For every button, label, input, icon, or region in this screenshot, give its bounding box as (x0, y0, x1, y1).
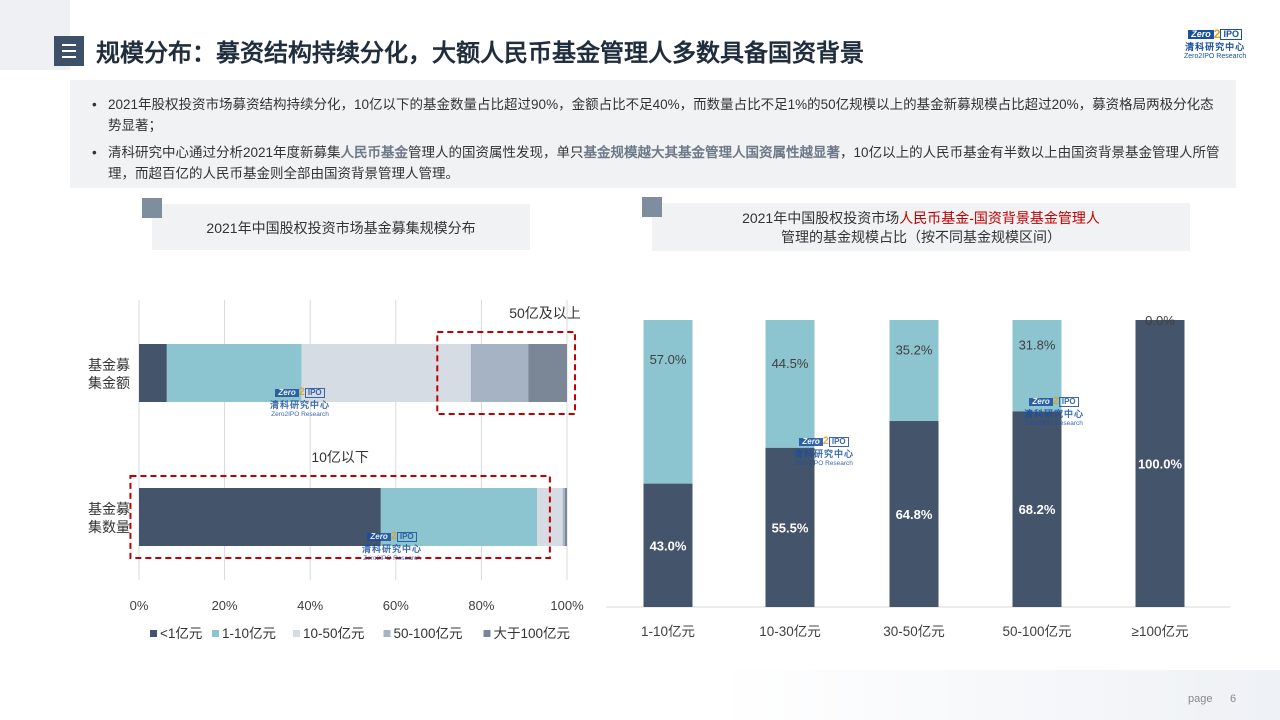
bullet-text: ，10亿以上的人民币基金有半数以上由国资背景基金管理人所管理，而超百亿的人民币基… (108, 145, 1220, 181)
right-chart-title-panel: 2021年中国股权投资市场人民币基金-国资背景基金管理人 管理的基金规模占比（按… (642, 197, 1190, 251)
x-tick-label: 10-30亿元 (759, 624, 821, 639)
watermark-logo: Zero 2 IPO 清科研究中心 Zero2IPO Research (794, 435, 855, 468)
data-label: 100.0% (1138, 457, 1183, 472)
x-tick-label: 20% (212, 598, 238, 613)
page-number: 6 (1230, 693, 1237, 705)
bar-segment (1135, 320, 1185, 607)
x-tick-label: 50-100亿元 (1002, 624, 1071, 639)
x-tick-label: 0% (130, 598, 149, 613)
bar-segment (889, 421, 939, 607)
square-icon (142, 198, 162, 218)
summary-bullets: • 2021年股权投资市场募资结构持续分化，10亿以下的基金数量占比超过90%，… (70, 80, 1236, 188)
bullet-item: • 清科研究中心通过分析2021年度新募集人民币基金管理人的国资属性发现，单只基… (92, 145, 1220, 181)
left-chart-title: 2021年中国股权投资市场基金募集规模分布 (206, 220, 476, 236)
x-tick-label: 30-50亿元 (883, 624, 945, 639)
bar-segment (470, 344, 529, 402)
fund-size-distribution-chart: 0% 20% 40% 60% 80% 100%基金募集金额基金募集数量50亿及以上10亿以… (88, 300, 584, 641)
bar-segment (643, 483, 693, 607)
legend-label: 大于100亿元 (494, 626, 571, 641)
x-tick-label: 1-10亿元 (641, 624, 695, 639)
bar-segment (301, 344, 471, 402)
watermark-logo: Zero 2 IPO 清科研究中心 Zero2IPO Research (362, 530, 423, 563)
x-tick-label: 60% (383, 598, 409, 613)
slide-title: 规模分布：募资结构持续分化，大额人民币基金管理人多数具备国资背景 (96, 40, 864, 67)
legend-label: 50-100亿元 (394, 626, 463, 641)
bar-segment (765, 320, 815, 448)
category-label: 基金募 (88, 357, 130, 373)
legend-swatch (383, 630, 391, 637)
footer-decoration (720, 670, 1280, 720)
data-label: 55.5% (772, 520, 809, 535)
bullet-item: • 2021年股权投资市场募资结构持续分化，10亿以下的基金数量占比超过90%，… (92, 97, 1214, 133)
x-tick-label: 100% (550, 598, 584, 613)
data-label: 43.0% (650, 538, 687, 553)
bar-segment (1012, 411, 1062, 607)
legend-label: 10-50亿元 (303, 626, 365, 641)
right-chart-title: 2021年中国股权投资市场人民币基金-国资背景基金管理人 管理的基金规模占比（按… (742, 210, 1100, 245)
legend-swatch (293, 630, 300, 637)
category-label: 集数量 (88, 519, 130, 535)
legend-swatch (150, 630, 157, 637)
page-label: page (1188, 693, 1213, 705)
legend-swatch (483, 630, 491, 637)
annotation-box (129, 475, 551, 559)
data-label: 0.0% (1145, 313, 1175, 328)
bar-segment (643, 320, 693, 484)
category-label: 集金额 (88, 375, 130, 391)
watermark-logo: Zero 2 IPO 清科研究中心 Zero2IPO Research (270, 386, 331, 419)
bar-segment (562, 488, 565, 546)
bullet-text: 清科研究中心通过分析2021年度新募集 (108, 145, 341, 160)
x-tick-label: 40% (297, 598, 323, 613)
bullet-text: 2021年股权投资市场募资结构持续分化，10亿以下的基金数量占比超过90%，金额… (108, 97, 1214, 133)
legend-swatch (212, 630, 219, 637)
watermark-logo: Zero 2 IPO 清科研究中心 Zero2IPO Research (1024, 395, 1085, 428)
annotation-label: 10亿以下 (311, 449, 369, 465)
menu-icon (54, 36, 84, 66)
legend-label: 1-10亿元 (222, 626, 276, 641)
data-label: 31.8% (1019, 338, 1056, 353)
x-tick-label: 80% (468, 598, 494, 613)
data-label: 57.0% (650, 352, 687, 367)
bar-segment (765, 447, 815, 607)
square-icon (642, 197, 662, 217)
bar-segment (1012, 320, 1062, 412)
left-chart-title-panel: 2021年中国股权投资市场基金募集规模分布 (142, 198, 530, 250)
bullet-text: 管理人的国资属性发现，单只 (408, 145, 584, 160)
highlight-text: 人民币基金 (340, 145, 409, 160)
data-label: 35.2% (896, 343, 933, 358)
category-label: 基金募 (88, 501, 130, 517)
annotation-label: 50亿及以上 (509, 305, 581, 321)
bar-segment (528, 344, 567, 402)
bar-segment (139, 488, 381, 546)
legend-label: <1亿元 (160, 626, 202, 641)
bar-segment (889, 320, 939, 422)
highlight-text: 基金规模越大其基金管理人国资属性越显著 (583, 145, 841, 160)
bar-segment (564, 488, 567, 546)
data-label: 68.2% (1019, 502, 1056, 517)
zero2ipo-logo: Zero 2 IPO 清科研究中心 Zero2IPO Research (1184, 27, 1247, 60)
data-label: 44.5% (772, 356, 809, 371)
state-owned-manager-share-chart: 43.0% 57.0% 1-10亿元 55.5% 44.5% 10-30亿元 64.8% 35… (606, 313, 1230, 639)
bar-segment (380, 488, 538, 546)
x-tick-label: ≥100亿元 (1132, 624, 1189, 639)
bar-segment (139, 344, 167, 402)
data-label: 64.8% (896, 507, 933, 522)
